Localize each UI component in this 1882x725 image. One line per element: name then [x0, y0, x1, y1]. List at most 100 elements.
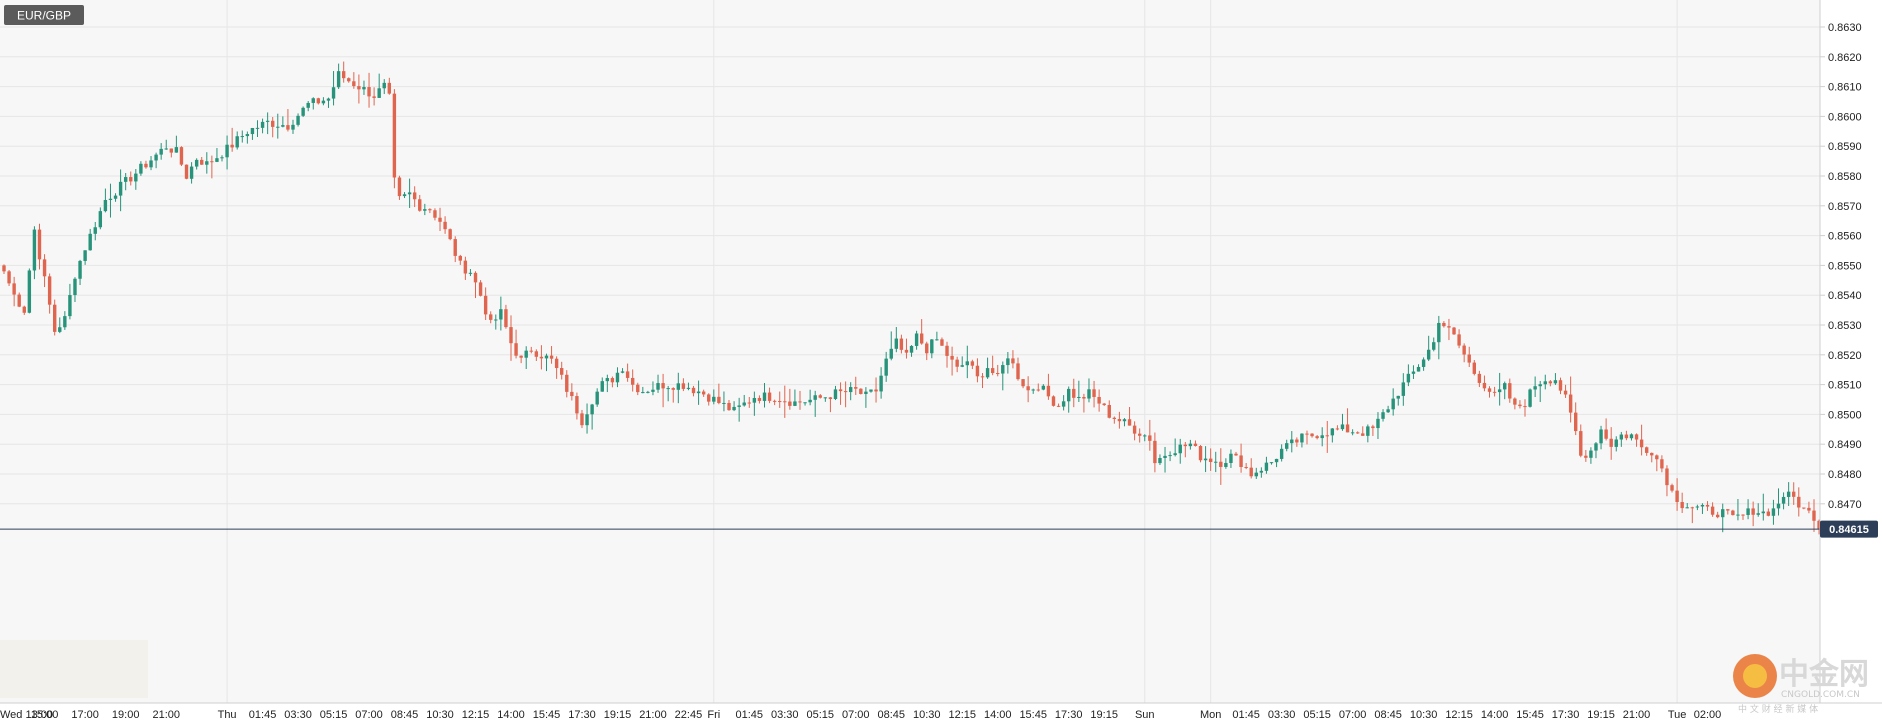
candle-body: [940, 339, 944, 346]
candle-body: [306, 102, 310, 108]
candle-body: [879, 375, 883, 392]
x-tick-label: 22:45: [675, 709, 703, 721]
candle: [1462, 343, 1466, 363]
candle-body: [311, 98, 315, 103]
candle-body: [869, 389, 873, 392]
candle-body: [1685, 507, 1689, 509]
candle-body: [580, 413, 584, 426]
candle-body: [1016, 363, 1020, 380]
candle: [798, 390, 802, 410]
candle: [382, 79, 386, 95]
candle: [1229, 449, 1233, 468]
candle: [1143, 434, 1147, 442]
candle: [68, 283, 72, 320]
candle-body: [1497, 389, 1502, 393]
candle-body: [914, 333, 919, 346]
y-tick-label: 0.8540: [1828, 290, 1862, 302]
candle-body: [676, 383, 681, 390]
candle: [1528, 388, 1532, 408]
candle-body: [478, 282, 483, 296]
candle-body: [118, 181, 123, 196]
candle-body: [783, 401, 787, 403]
candle: [838, 382, 843, 405]
candle-body: [529, 350, 533, 352]
candle-body: [590, 404, 594, 415]
candle-body: [1655, 455, 1659, 460]
candle-body: [260, 121, 265, 128]
y-tick-label: 0.8580: [1828, 171, 1862, 183]
candle: [742, 394, 746, 407]
candle: [1624, 430, 1629, 441]
candle: [722, 391, 726, 412]
candle: [848, 382, 853, 401]
candle-body: [1594, 443, 1598, 451]
candle: [245, 131, 250, 144]
x-tick-label: 01:45: [1232, 709, 1260, 721]
candle-body: [1741, 514, 1745, 516]
y-tick-label: 0.8470: [1828, 499, 1862, 511]
candle: [1127, 407, 1132, 426]
candle: [701, 389, 706, 397]
candle-body: [884, 358, 888, 376]
candle: [347, 77, 351, 83]
candle: [1193, 440, 1198, 447]
candle-body: [336, 71, 341, 88]
candle: [1021, 379, 1025, 389]
candle: [42, 254, 47, 288]
candle: [1325, 420, 1329, 453]
candle-body: [1132, 425, 1137, 434]
x-tick-label: 05:15: [320, 709, 348, 721]
candle-body: [1715, 514, 1720, 518]
x-tick-label: 08:45: [1374, 709, 1402, 721]
candle-body: [1117, 419, 1122, 422]
candle: [230, 127, 234, 152]
candle-body: [1487, 388, 1492, 392]
candle: [529, 346, 533, 354]
x-tick-label: 15:45: [533, 709, 561, 721]
candle: [1401, 373, 1406, 406]
candle-body: [1726, 509, 1730, 511]
candle: [1214, 451, 1218, 473]
candle: [174, 135, 179, 153]
candle-body: [412, 192, 417, 200]
candle: [311, 97, 315, 110]
candle-body: [22, 306, 26, 313]
candle-body: [473, 272, 478, 283]
candle-body: [1386, 409, 1390, 413]
candle-body: [1508, 383, 1512, 399]
x-tick-label: 17:00: [71, 709, 99, 721]
candle: [1817, 519, 1821, 535]
candle-body: [123, 177, 128, 182]
candle-body: [1660, 459, 1664, 469]
candle: [433, 208, 437, 221]
grid-lines: [0, 0, 1820, 703]
x-tick-label: 19:15: [1587, 709, 1615, 721]
candle: [494, 314, 498, 330]
candle: [1300, 433, 1304, 448]
candle: [1568, 376, 1573, 423]
symbol-label: EUR/GBP: [4, 5, 84, 25]
candle-body: [1203, 458, 1208, 461]
candle-body: [833, 389, 838, 399]
candle: [864, 387, 868, 408]
candle-body: [1077, 396, 1081, 398]
candle: [539, 345, 544, 370]
candle: [205, 152, 209, 174]
candle-body: [1492, 391, 1497, 393]
candle: [1589, 447, 1593, 464]
candle: [1051, 395, 1056, 407]
candle-body: [1807, 507, 1811, 511]
candle: [22, 305, 26, 315]
candle-body: [1067, 388, 1071, 402]
candle: [463, 256, 468, 280]
candle: [1426, 335, 1431, 362]
candle: [63, 311, 67, 330]
candle-body: [975, 365, 980, 377]
candle-body: [1391, 398, 1395, 410]
candle-body: [1624, 434, 1629, 439]
candle-body: [737, 405, 741, 407]
candle: [661, 373, 665, 408]
candle-body: [1219, 461, 1223, 467]
candle-body: [255, 127, 260, 129]
